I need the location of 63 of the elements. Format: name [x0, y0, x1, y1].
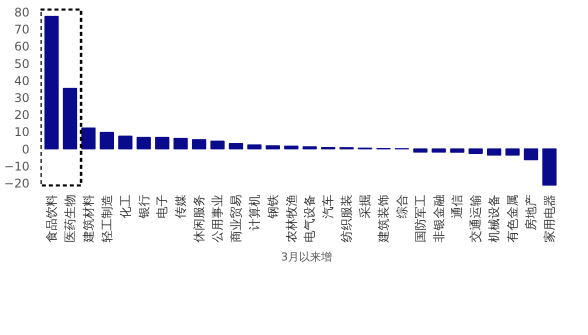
- x-tick-label: 化工: [118, 194, 132, 218]
- y-tick-label: −10: [4, 159, 30, 174]
- x-tick-label: 国防军工: [413, 194, 428, 242]
- bar: [228, 143, 244, 150]
- x-tick-label: 非银金融: [432, 194, 446, 242]
- x-tick-label: 农林牧渔: [284, 194, 298, 242]
- y-tick-label: −20: [4, 176, 30, 191]
- bar: [247, 144, 262, 150]
- x-tick-label: 综合: [394, 194, 409, 218]
- bar: [450, 148, 464, 153]
- x-tick-label: 房地产: [524, 194, 538, 230]
- x-tick-label: 食品饮料: [44, 194, 59, 242]
- x-tick-label: 计算机: [247, 194, 262, 230]
- x-tick-label: 建筑装饰: [376, 194, 390, 244]
- x-tick-label: 有色金属: [506, 194, 520, 242]
- bar: [192, 139, 206, 150]
- text: 3月以来增: [281, 250, 332, 264]
- bar: [432, 148, 446, 153]
- x-tick-label: 家用电器: [542, 194, 556, 242]
- bar: [413, 148, 428, 153]
- x-tick-label: 休闲服务: [192, 194, 206, 242]
- x-tick-label: 电气设备: [302, 194, 317, 242]
- y-tick-label: 70: [14, 22, 30, 37]
- bar: [468, 148, 483, 154]
- x-tick-label: 公用事业: [210, 194, 225, 242]
- x-tick-label: 汽车: [321, 194, 336, 218]
- x-tick-label: 传媒: [174, 194, 188, 218]
- y-tick-label: 20: [14, 108, 30, 122]
- bar: [62, 88, 78, 150]
- bar: [136, 136, 151, 150]
- x-tick-label: 电子: [155, 194, 170, 218]
- bar: [100, 132, 114, 150]
- y-tick-label: 60: [14, 40, 30, 54]
- y-tick-label: 10: [14, 125, 30, 140]
- y-tick-label: 80: [14, 5, 30, 20]
- x-tick-label: 商业贸易: [228, 194, 243, 242]
- bar: [155, 136, 170, 150]
- x-tick-label: 医药生物: [63, 194, 78, 242]
- x-tick-label: 银行: [136, 194, 151, 220]
- bar: [486, 148, 502, 156]
- bar: [524, 148, 538, 160]
- bar: [81, 127, 96, 150]
- y-tick-label: 40: [14, 74, 30, 88]
- y-tick-label: 0: [22, 142, 30, 156]
- bar: [266, 145, 280, 150]
- bar: [44, 16, 59, 150]
- bar: [210, 140, 225, 150]
- bar: [118, 136, 132, 150]
- x-tick-label: 建筑材料: [81, 194, 96, 244]
- bar: [542, 148, 557, 186]
- y-tick-label: 30: [14, 91, 30, 105]
- x-tick-label: 纺织服装: [340, 194, 354, 242]
- bar: [505, 148, 520, 156]
- x-tick-label: 机械设备: [487, 194, 502, 242]
- x-tick-label: 轻工制造: [100, 194, 114, 242]
- bar: [302, 146, 317, 150]
- x-tick-label: 交通运输: [468, 194, 483, 242]
- bar: [174, 138, 188, 150]
- x-tick-label: 通信: [450, 194, 464, 218]
- y-tick-label: 50: [14, 56, 30, 71]
- bar: [284, 146, 298, 150]
- x-tick-label: 钢铁: [266, 194, 280, 220]
- x-tick-label: 采掘: [358, 194, 372, 218]
